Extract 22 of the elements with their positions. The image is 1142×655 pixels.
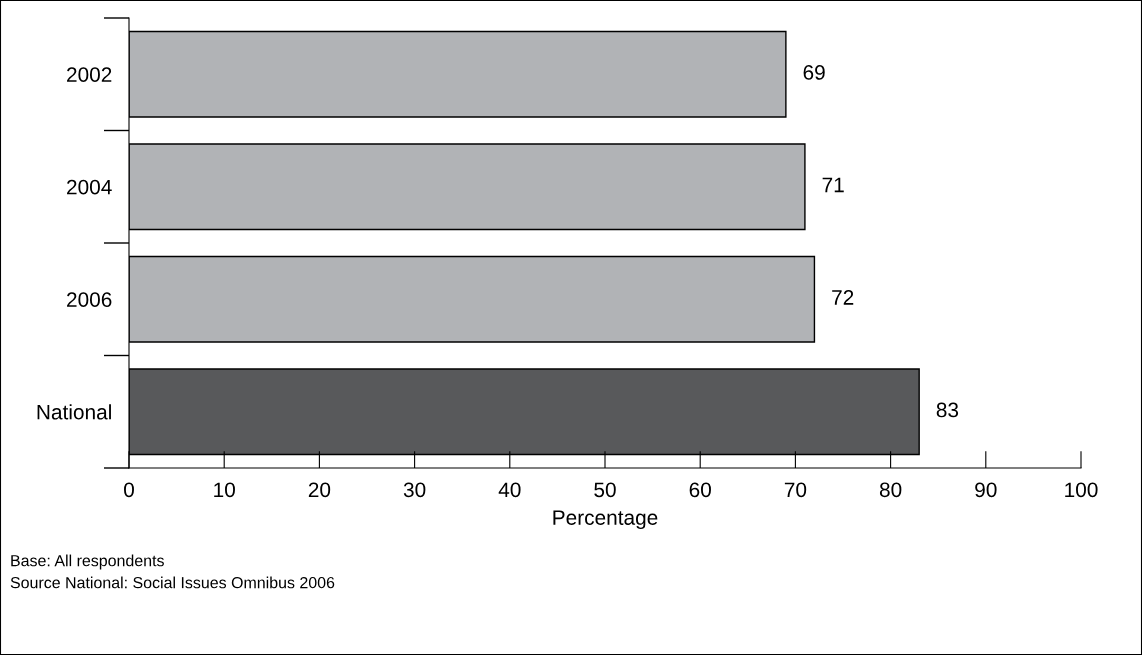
y-tick-label: 2004 bbox=[67, 179, 112, 195]
x-tick-label: 0 bbox=[124, 482, 134, 498]
x-axis-title: Percentage bbox=[553, 510, 658, 530]
y-tick-label: 2002 bbox=[67, 67, 112, 82]
x-tick-label: 50 bbox=[594, 482, 616, 498]
x-tick-label: 90 bbox=[975, 482, 997, 498]
data-label: 72 bbox=[832, 290, 854, 305]
data-label: 83 bbox=[936, 402, 959, 418]
x-tick-label: 20 bbox=[308, 482, 331, 498]
source-note: Source National: Social Issues Omnibus 2006 bbox=[10, 576, 335, 589]
x-tick-label: 70 bbox=[784, 482, 807, 498]
data-label: 69 bbox=[803, 65, 825, 80]
x-tick-label: 100 bbox=[1065, 482, 1098, 498]
data-label: 71 bbox=[822, 177, 844, 193]
x-tick-label: 30 bbox=[403, 482, 426, 498]
y-tick-label: 2006 bbox=[67, 292, 112, 307]
x-tick-label: 40 bbox=[498, 482, 521, 498]
y-tick-label: National bbox=[37, 404, 111, 420]
x-tick-label: 80 bbox=[879, 482, 902, 498]
x-tick-label: 60 bbox=[689, 482, 711, 498]
text: Base: All respondents bbox=[11, 554, 164, 570]
x-tick-label: 10 bbox=[214, 482, 235, 498]
